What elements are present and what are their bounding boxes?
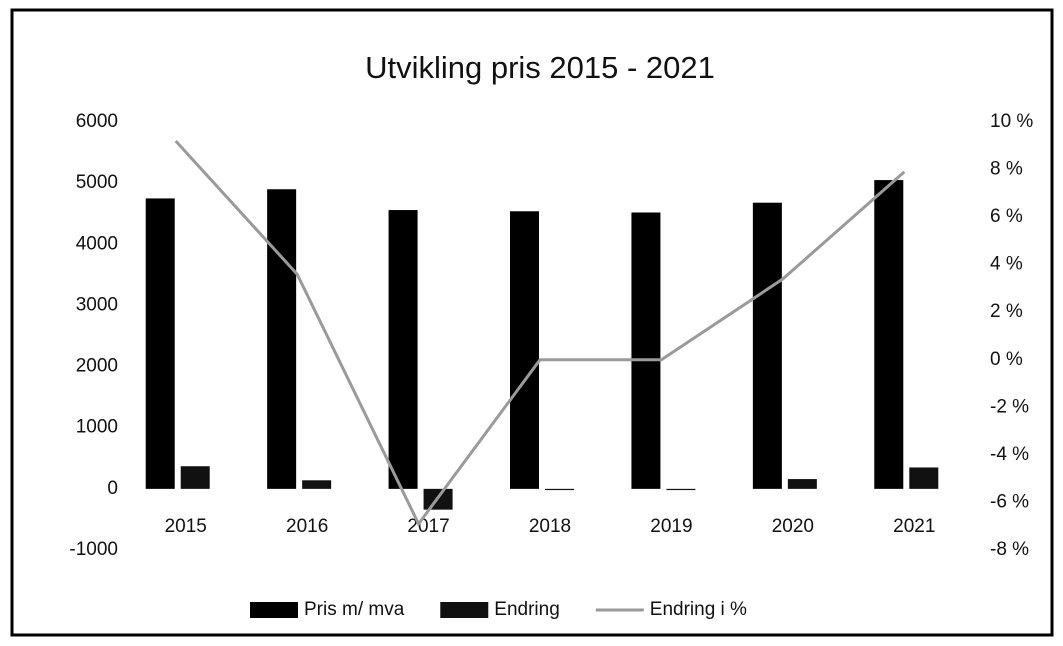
chart-title: Utvikling pris 2015 - 2021 [365, 50, 715, 85]
y2-tick-label: 2 % [990, 301, 1023, 322]
y2-tick-label: -8 % [990, 539, 1029, 560]
y-tick-label: 2000 [76, 356, 118, 377]
bar [267, 189, 297, 489]
bar [787, 479, 817, 489]
legend-swatch [440, 602, 489, 618]
x-tick-label: 2018 [529, 516, 571, 537]
x-tick-label: 2016 [286, 516, 328, 537]
y-tick-label: 6000 [76, 111, 118, 132]
y2-tick-label: -6 % [990, 491, 1029, 512]
y-tick-label: 0 [107, 478, 118, 499]
y-tick-label: 5000 [76, 172, 118, 193]
bar [388, 210, 418, 489]
legend-swatch [250, 602, 298, 618]
bar [631, 212, 661, 489]
bar [180, 466, 210, 489]
bar [909, 467, 939, 489]
y-tick-label: -1000 [69, 539, 118, 560]
bar [545, 488, 574, 491]
x-tick-label: 2015 [165, 516, 207, 537]
x-tick-label: 2017 [407, 516, 449, 537]
y-tick-label: 4000 [76, 233, 118, 254]
y2-tick-label: -4 % [990, 444, 1029, 465]
legend-label: Endring i % [650, 599, 747, 620]
bar [510, 211, 539, 489]
y2-tick-label: 0 % [990, 349, 1023, 370]
y-tick-label: 3000 [76, 294, 118, 315]
y2-tick-label: -2 % [990, 396, 1029, 417]
legend-label: Endring [494, 599, 560, 620]
bar [302, 480, 332, 489]
y2-tick-label: 10 % [990, 111, 1033, 132]
y2-tick-label: 6 % [990, 206, 1023, 227]
bar [666, 488, 696, 491]
bar [145, 198, 175, 489]
y-tick-label: 1000 [76, 417, 118, 438]
legend-label: Pris m/ mva [304, 599, 405, 620]
x-tick-label: 2020 [772, 516, 814, 537]
bar [752, 202, 782, 489]
y2-tick-label: 4 % [990, 254, 1023, 275]
bar [874, 180, 904, 489]
x-tick-label: 2019 [650, 516, 692, 537]
line [174, 140, 906, 527]
y2-tick-label: 8 % [990, 159, 1023, 180]
x-tick-label: 2021 [893, 516, 935, 537]
